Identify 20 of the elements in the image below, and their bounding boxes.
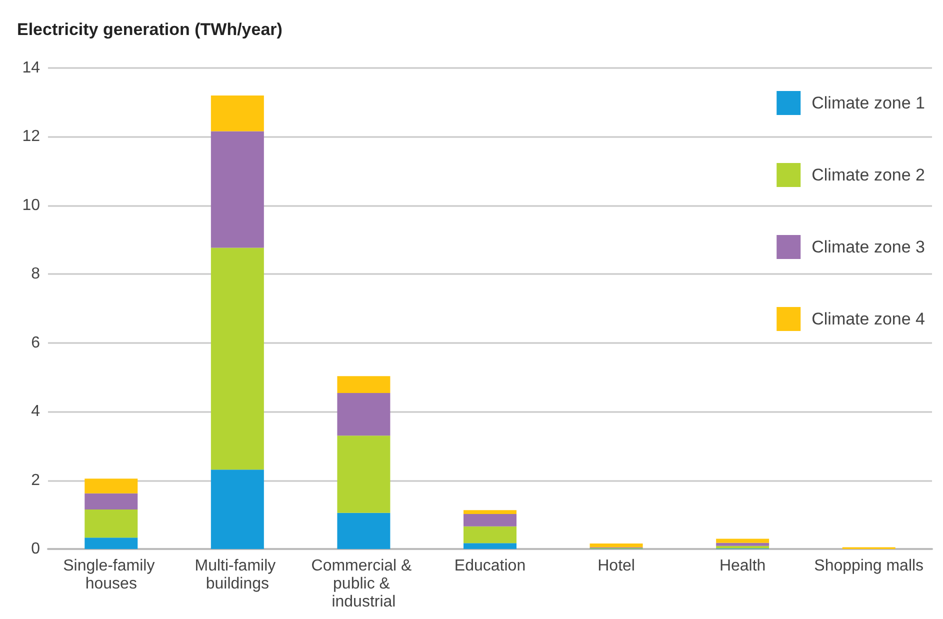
x-tick-label: Education [454,558,526,574]
x-tick-label: Single-family houses [63,558,160,592]
y-tick-label: 8 [31,266,40,283]
x-tick-label: Shopping malls [814,558,924,574]
y-tick-label: 12 [22,128,40,146]
x-tick-label: Hotel [598,558,635,574]
chart-title: Electricity generation (TWh/year) [17,20,282,39]
legend-label: Climate zone 3 [812,238,925,256]
y-tick-label: 14 [22,60,40,76]
x-tick-label: Commercial & public & industrial [311,558,416,610]
y-tick-label: 0 [31,540,40,558]
y-tick-label: 2 [31,472,40,489]
legend-label: Climate zone 2 [812,166,925,184]
legend-label: Climate zone 4 [812,310,925,328]
y-tick-label: 10 [22,196,40,214]
x-tick-label: Multi-family buildings [194,558,280,592]
y-tick-label: 6 [31,334,40,352]
x-tick-label: Health [719,558,766,574]
legend-label: Climate zone 1 [812,94,925,112]
y-tick-label: 4 [31,403,40,420]
